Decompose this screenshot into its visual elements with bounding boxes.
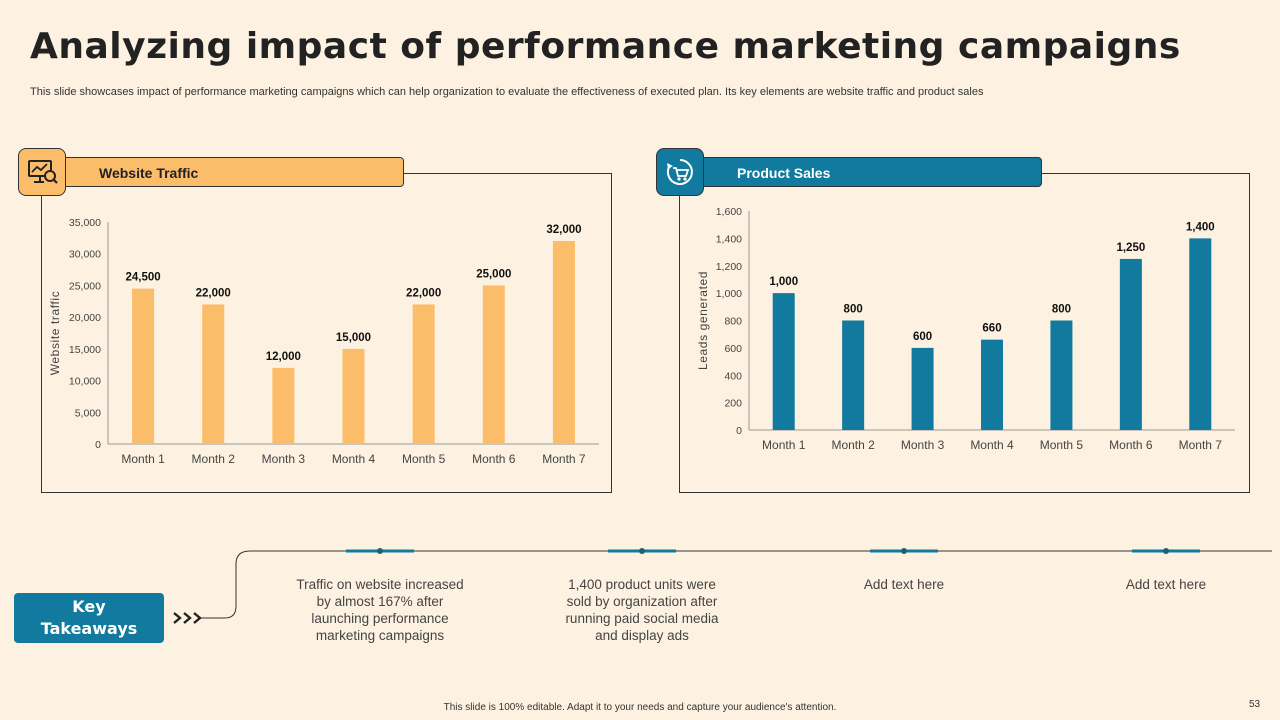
sales-header: Product Sales (680, 157, 1042, 187)
bar (981, 339, 1003, 430)
y-tick-label: 0 (736, 425, 742, 437)
y-tick-label: 15,000 (69, 344, 101, 356)
x-tick-label: Month 3 (262, 452, 306, 466)
x-tick-label: Month 1 (762, 438, 806, 452)
x-tick-label: Month 2 (831, 438, 875, 452)
x-tick-label: Month 5 (1040, 438, 1084, 452)
data-label: 800 (844, 304, 863, 316)
y-tick-label: 20,000 (69, 312, 101, 324)
bar (842, 320, 865, 430)
bar (482, 285, 505, 444)
traffic-bar-chart: 0 5,000 10,000 15,000 20,000 25,000 30,000 35,0… (48, 217, 599, 466)
bar (202, 304, 225, 444)
data-label: 12,000 (266, 351, 301, 363)
triple-chevron-icon (173, 612, 202, 624)
y-tick-label: 800 (724, 316, 742, 328)
x-tick-label: Month 7 (1179, 438, 1223, 452)
bar (342, 348, 365, 444)
bar (1189, 238, 1212, 430)
data-label: 24,500 (125, 272, 160, 284)
x-tick-label: Month 6 (1109, 438, 1153, 452)
data-label: 1,250 (1116, 242, 1145, 254)
y-tick-label: 1,000 (716, 288, 742, 300)
y-tick-label: 0 (95, 439, 101, 451)
y-tick-label: 30,000 (69, 249, 101, 261)
key-takeaways-label: Key Takeaways (14, 593, 164, 643)
x-tick-label: Month 6 (472, 452, 516, 466)
traffic-icon-box (18, 148, 66, 196)
y-tick-label: 5,000 (75, 407, 101, 419)
data-label: 800 (1052, 304, 1071, 316)
data-label: 32,000 (546, 224, 581, 236)
x-tick-label: Month 2 (192, 452, 236, 466)
x-tick-label: Month 4 (970, 438, 1014, 452)
bar (412, 304, 435, 444)
y-tick-label: 200 (724, 398, 742, 410)
x-tick-label: Month 3 (901, 438, 945, 452)
traffic-header: Website Traffic (42, 157, 404, 187)
bar (911, 347, 934, 430)
bar (272, 367, 295, 444)
y-tick-label: 25,000 (69, 280, 101, 292)
data-label: 660 (982, 323, 1001, 335)
takeaway-4: Add text here (1125, 577, 1207, 592)
bar (132, 288, 155, 444)
y-tick-label: 1,400 (716, 233, 742, 245)
footer-note: This slide is 100% editable. Adapt it to… (443, 702, 837, 713)
data-label: 22,000 (196, 287, 231, 299)
bar (552, 241, 575, 444)
y-tick-label: 600 (724, 343, 742, 355)
slide-title: Analyzing impact of performance marketin… (30, 26, 1181, 67)
takeaway-3: Add text here (863, 577, 945, 592)
traffic-header-label: Website Traffic (99, 165, 199, 181)
takeaway-2: 1,400 product units were sold by organiz… (565, 577, 719, 643)
x-tick-label: Month 1 (121, 452, 165, 466)
y-tick-label: 10,000 (69, 376, 101, 388)
analytics-monitor-icon (28, 160, 58, 184)
sales-header-label: Product Sales (737, 165, 831, 181)
data-label: 1,000 (769, 276, 798, 288)
x-tick-label: Month 5 (402, 452, 446, 466)
takeaway-1: Traffic on website increased by almost 1… (296, 577, 464, 643)
data-label: 22,000 (406, 287, 441, 299)
sales-icon-box (656, 148, 704, 196)
takeaways-connector (200, 548, 1272, 619)
shopping-cart-cycle-icon (666, 159, 693, 185)
bar (772, 293, 795, 430)
data-label: 25,000 (476, 268, 511, 280)
y-tick-label: 1,600 (716, 206, 742, 218)
y-tick-label: 35,000 (69, 217, 101, 229)
data-label: 1,400 (1186, 221, 1215, 233)
sales-bar-chart: 0 200 400 600 800 1,000 1,200 1,400 1,600 Leads g… (696, 206, 1235, 452)
bar (1050, 320, 1073, 430)
page-number: 53 (1249, 699, 1261, 710)
data-label: 600 (913, 331, 932, 343)
y-axis-title: Leads generated (696, 271, 710, 370)
y-axis-title: Website traffic (48, 291, 62, 376)
x-tick-label: Month 7 (542, 452, 586, 466)
y-tick-label: 400 (724, 370, 742, 382)
connector-line (200, 550, 1272, 619)
bar (1119, 258, 1142, 430)
y-tick-label: 1,200 (716, 261, 742, 273)
slide-subtitle: This slide showcases impact of performan… (30, 86, 984, 98)
x-tick-label: Month 4 (332, 452, 376, 466)
data-label: 15,000 (336, 332, 371, 344)
